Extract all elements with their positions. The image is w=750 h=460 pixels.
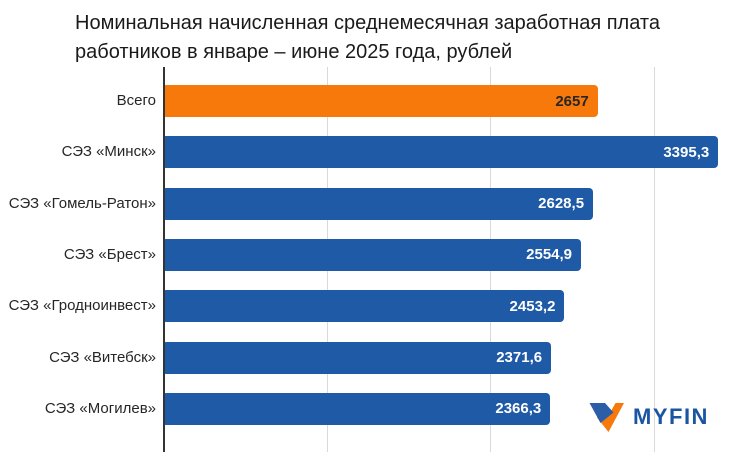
bar-row: СЭЗ «Гомель-Ратон» 2628,5 bbox=[0, 187, 750, 220]
category-axis-line bbox=[163, 67, 165, 452]
bar-value-label: 2371,6 bbox=[496, 349, 543, 367]
category-label: СЭЗ «Брест» bbox=[63, 245, 156, 263]
bar: 2453,2 bbox=[164, 290, 565, 323]
bar-row: СЭЗ «Могилев» 2366,3 bbox=[0, 392, 750, 425]
bar: 2366,3 bbox=[164, 392, 551, 425]
bar-row: СЭЗ «Минск» 3395,3 bbox=[0, 136, 750, 169]
category-label: СЭЗ «Гродноинвест» bbox=[8, 297, 156, 315]
bar-row: Всего 2657 bbox=[0, 85, 750, 117]
bar: 2628,5 bbox=[164, 187, 594, 220]
category-label: Всего bbox=[116, 92, 156, 109]
bar: 2657 bbox=[164, 85, 598, 117]
bar-row: СЭЗ «Брест» 2554,9 bbox=[0, 238, 750, 271]
category-label: СЭЗ «Минск» bbox=[61, 143, 156, 161]
category-label: СЭЗ «Могилев» bbox=[44, 399, 156, 417]
bar: 3395,3 bbox=[164, 136, 719, 169]
category-label: СЭЗ «Витебск» bbox=[49, 348, 156, 366]
bar-value-label: 3395,3 bbox=[663, 143, 710, 161]
gridline bbox=[653, 67, 655, 452]
myfin-logo: MYFIN bbox=[588, 401, 709, 433]
bar-value-label: 2366,3 bbox=[495, 400, 542, 418]
category-label: СЭЗ «Гомель-Ратон» bbox=[8, 194, 156, 212]
bar-value-label: 2628,5 bbox=[538, 195, 585, 213]
bar: 2554,9 bbox=[164, 238, 582, 271]
myfin-logo-text: MYFIN bbox=[633, 404, 709, 429]
page-title: Номинальная начисленная среднемесячная з… bbox=[75, 12, 660, 63]
bar-row: СЭЗ «Гродноинвест» 2453,2 bbox=[0, 290, 750, 323]
bar-value-label: 2453,2 bbox=[509, 297, 556, 315]
bar-row: СЭЗ «Витебск» 2371,6 bbox=[0, 341, 750, 374]
bar-value-label: 2554,9 bbox=[526, 246, 573, 264]
bar: 2371,6 bbox=[164, 341, 552, 374]
myfin-logo-icon bbox=[589, 403, 624, 432]
bar-value-label: 2657 bbox=[555, 92, 589, 110]
